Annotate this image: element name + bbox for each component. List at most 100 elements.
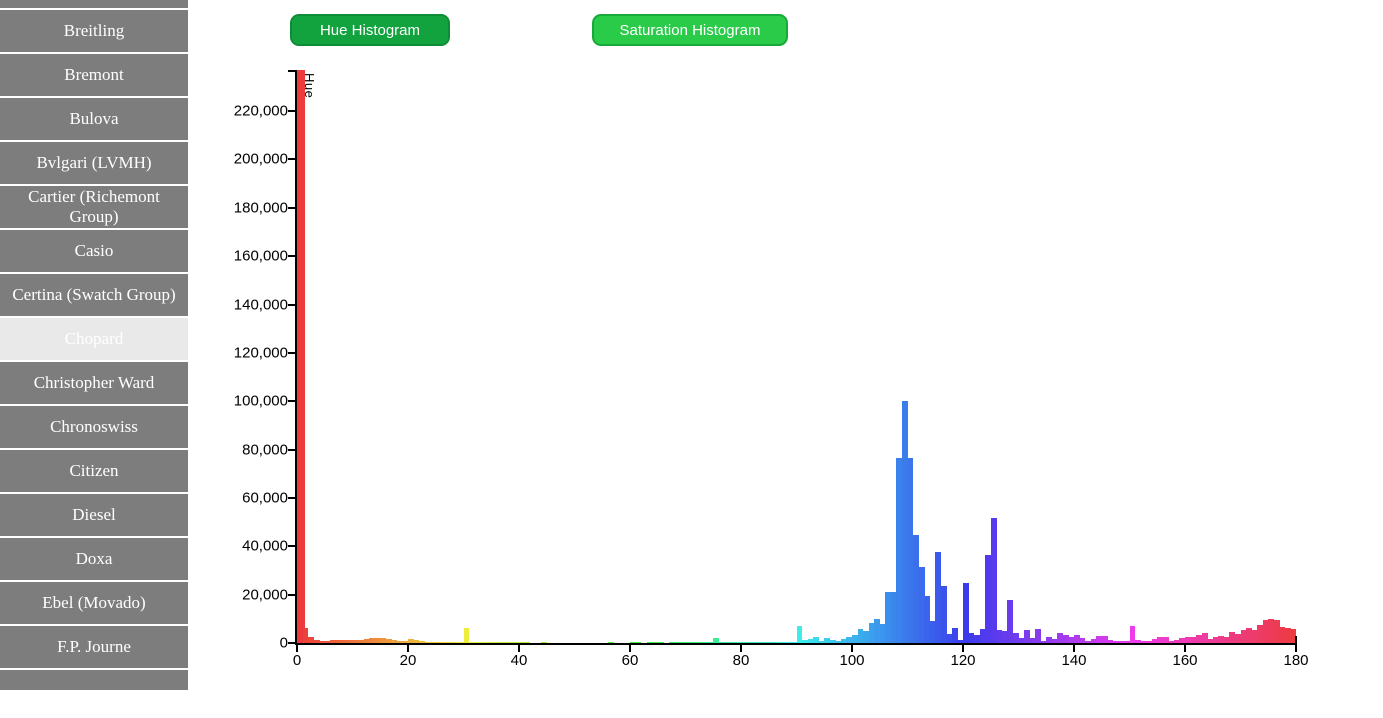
sidebar-item-christopher-ward[interactable]: Christopher Ward [0, 360, 188, 404]
x-tick-label: 60 [621, 652, 639, 669]
histogram-bar [1129, 626, 1136, 643]
histogram-bar [480, 642, 487, 643]
sidebar-item-f-p-journe[interactable]: F.P. Journe [0, 624, 188, 668]
histogram-bar [1112, 641, 1119, 643]
sidebar-item-cartier-richemont-group[interactable]: Cartier (Richemont Group) [0, 184, 188, 228]
histogram-bar [940, 586, 947, 643]
histogram-bar [946, 634, 953, 643]
histogram-bar [896, 458, 903, 643]
histogram-bars [297, 70, 1297, 643]
histogram-bar [763, 642, 770, 643]
y-tick [288, 448, 295, 451]
histogram-bar [413, 640, 420, 643]
histogram-bar [1173, 640, 1180, 643]
histogram-bar [707, 642, 714, 643]
sidebar-item-chronoswiss[interactable]: Chronoswiss [0, 404, 188, 448]
y-tick [288, 303, 295, 306]
histogram-bar [846, 636, 853, 643]
histogram-bar [852, 635, 858, 643]
y-tick [288, 642, 295, 644]
histogram-bar [679, 642, 686, 643]
histogram-bar [607, 642, 614, 643]
histogram-bar [985, 555, 992, 643]
sidebar-item-ebel-movado[interactable]: Ebel (Movado) [0, 580, 188, 624]
histogram-bar [1251, 629, 1258, 643]
histogram-bar [330, 640, 337, 643]
histogram-bar [1185, 636, 1191, 643]
histogram-bar [1223, 637, 1230, 643]
histogram-bar [1107, 640, 1114, 643]
histogram-bar [380, 638, 387, 643]
histogram-bar [668, 642, 675, 643]
histogram-bar [519, 642, 525, 643]
sidebar-item-label: Chronoswiss [50, 417, 138, 436]
sidebar-item-bulova[interactable]: Bulova [0, 96, 188, 140]
histogram-bar [774, 642, 781, 643]
histogram-bar [802, 640, 808, 643]
histogram-bar [491, 642, 498, 643]
sidebar-item-citizen[interactable]: Citizen [0, 448, 188, 492]
histogram-bar [1273, 620, 1280, 643]
histogram-bar [1290, 629, 1297, 643]
x-tick [1295, 645, 1297, 652]
histogram-bar [674, 642, 681, 643]
histogram-bar [1123, 641, 1130, 643]
sidebar-item-label: Cartier (Richemont Group) [28, 187, 160, 226]
histogram-bar [796, 626, 803, 643]
histogram-bar [374, 637, 381, 643]
histogram-bar [929, 621, 936, 643]
histogram-bar [968, 633, 975, 643]
sidebar-item-diesel[interactable]: Diesel [0, 492, 188, 536]
sidebar-item-breitling[interactable]: Breitling [0, 8, 188, 52]
histogram-bar [496, 642, 503, 643]
y-tick [288, 400, 295, 403]
x-tick [851, 645, 853, 652]
histogram-bar [768, 642, 775, 643]
histogram-bar [1001, 630, 1008, 643]
histogram-bar [1046, 636, 1053, 643]
histogram-bar [1118, 641, 1125, 643]
x-axis-line [295, 643, 1297, 645]
histogram-bar [752, 642, 759, 643]
histogram-bar [408, 638, 414, 643]
sidebar-item-bvlgari-lvmh[interactable]: Bvlgari (LVMH) [0, 140, 188, 184]
sidebar-item-bremont[interactable]: Bremont [0, 52, 188, 96]
histogram-bar [729, 642, 736, 643]
histogram-bar [974, 634, 981, 643]
sidebar-item-label: Casio [74, 241, 114, 260]
y-tick [288, 593, 295, 596]
histogram-bar [474, 642, 481, 643]
histogram-bar [1135, 640, 1141, 643]
histogram-bar [963, 582, 969, 643]
saturation-histogram-button-label: Saturation Histogram [619, 21, 761, 39]
histogram-bar [457, 642, 464, 643]
x-tick [296, 645, 298, 652]
histogram-bar [1229, 631, 1236, 643]
histogram-bar [1240, 629, 1247, 643]
sidebar-item-label: Citizen [69, 461, 119, 480]
saturation-histogram-button[interactable]: Saturation Histogram [592, 14, 788, 46]
histogram-bar [652, 642, 659, 643]
x-axis-outer-tick [1295, 636, 1297, 643]
histogram-bar [735, 642, 742, 643]
histogram-bar [369, 637, 376, 643]
histogram-bar [385, 639, 392, 643]
sidebar-item-label: Diesel [72, 505, 116, 524]
sidebar-item-casio[interactable]: Casio [0, 228, 188, 272]
x-tick-label: 0 [292, 652, 302, 669]
histogram-bar [1218, 636, 1225, 643]
histogram-bar [1062, 635, 1069, 643]
y-axis-title: Hue [302, 73, 317, 99]
sidebar-item-chopard[interactable]: Chopard [0, 316, 188, 360]
histogram-bar [324, 640, 331, 643]
histogram-bar [646, 642, 653, 643]
sidebar-item-doxa[interactable]: Doxa [0, 536, 188, 580]
histogram-bar [297, 70, 305, 643]
hue-histogram-button[interactable]: Hue Histogram [290, 14, 450, 46]
histogram-bar [1162, 637, 1169, 643]
histogram-bar [746, 642, 753, 643]
histogram-bar [363, 639, 370, 643]
sidebar-item-certina-swatch-group[interactable]: Certina (Swatch Group) [0, 272, 188, 316]
sidebar-item-partial-bottom [0, 668, 188, 690]
histogram-bar [857, 628, 864, 643]
